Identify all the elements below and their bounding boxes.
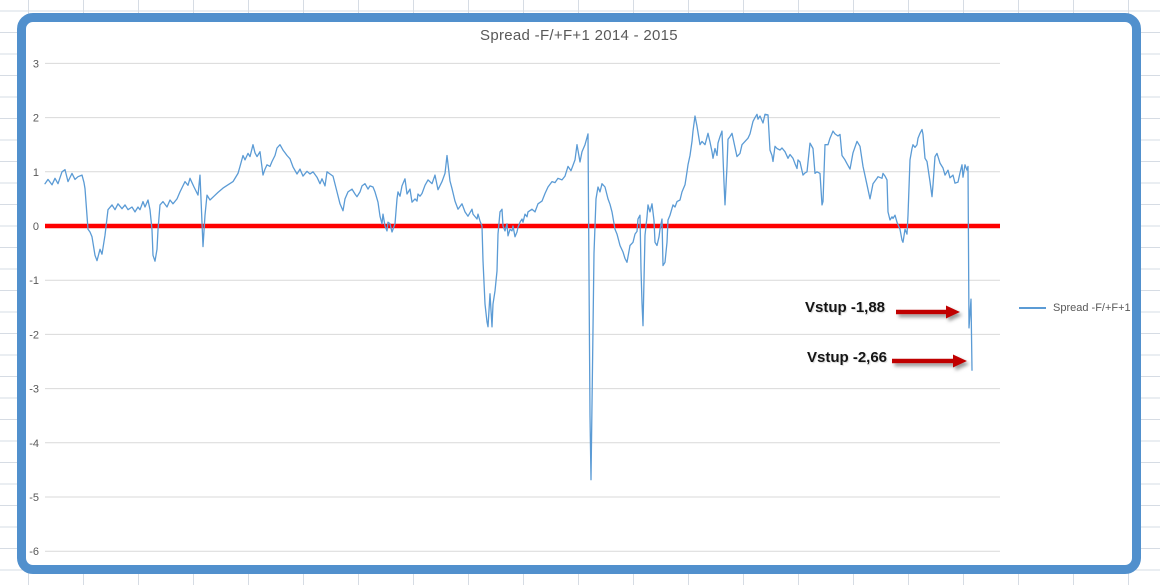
annotation-vstup-1: Vstup -1,88 [805,299,886,316]
annotation-arrow [896,305,960,319]
legend[interactable]: Spread -F/+F+1 [1019,302,1131,314]
plot-svg: 3 2 1 0 -1 -2 -3 -4 -5 -6 [29,58,1000,558]
y-axis-tick-label: -5 [29,492,39,504]
legend-line-sample [1019,307,1046,309]
y-axis-tick-label: -1 [29,275,39,287]
annotation-arrows [892,305,967,368]
legend-label: Spread -F/+F+1 [1053,302,1131,314]
y-axis-tick-label: -6 [29,546,39,558]
series-line[interactable] [44,113,973,481]
series-polyline [44,113,973,481]
arrow-head-icon [946,305,960,319]
y-axis-tick-label: 3 [33,58,39,70]
y-axis-tick-label: -3 [29,384,39,396]
chart-title: Spread -F/+F+1 2014 - 2015 [480,27,678,44]
y-gridlines [45,62,1000,552]
chart-area[interactable]: Spread -F/+F+1 2014 - 2015 3 2 1 0 -1 -2 -3 -4 -… [17,13,1141,574]
annotation-arrow [892,354,967,368]
arrow-head-icon [953,354,967,368]
y-axis-tick-label: 0 [33,221,39,233]
y-axis-tick-label: 1 [33,167,39,179]
y-axis-tick-label: -4 [29,438,39,450]
y-axis-tick-labels: 3 2 1 0 -1 -2 -3 -4 -5 -6 [29,58,39,558]
y-axis-tick-label: 2 [33,113,39,125]
annotation-vstup-2: Vstup -2,66 [807,349,888,366]
y-axis-tick-label: -2 [29,329,39,341]
